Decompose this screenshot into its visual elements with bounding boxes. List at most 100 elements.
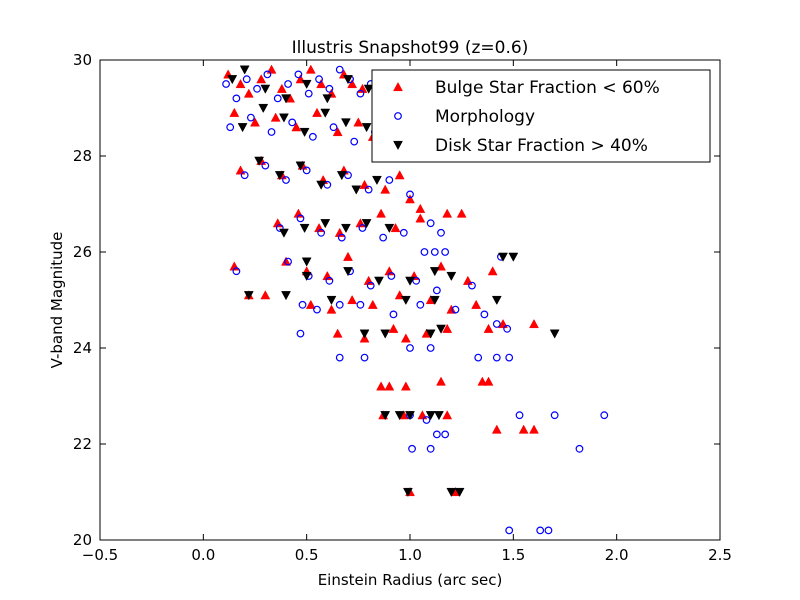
legend-label: Bulge Star Fraction < 60% (435, 78, 660, 98)
data-point (487, 266, 498, 276)
data-point (432, 286, 441, 295)
data-point (575, 444, 584, 453)
data-point (454, 487, 465, 498)
legend-label: Disk Star Fraction > 40% (435, 136, 648, 156)
x-tick-label: −0.5 (82, 546, 118, 564)
data-point (332, 328, 343, 338)
data-point (288, 118, 297, 127)
data-point (274, 171, 285, 181)
data-point (260, 84, 271, 94)
data-point (304, 89, 313, 98)
data-point (229, 107, 240, 117)
data-point (243, 88, 254, 98)
y-tick-label: 22 (73, 435, 92, 453)
data-point (284, 80, 292, 88)
data-point (446, 487, 457, 498)
data-point (508, 252, 519, 262)
data-point (335, 65, 344, 74)
data-point (442, 323, 453, 333)
series-triangle-down (227, 65, 560, 498)
data-point (363, 84, 374, 94)
data-point (222, 80, 230, 88)
y-axis-ticks: 20 22 24 26 28 30 (73, 51, 720, 549)
data-point (341, 118, 351, 128)
y-tick-label: 30 (73, 51, 92, 69)
data-point (415, 213, 426, 223)
data-point (261, 161, 270, 170)
data-point (279, 228, 289, 238)
data-point (343, 267, 353, 277)
data-point (267, 128, 276, 136)
data-point (351, 185, 362, 195)
data-point (281, 256, 291, 266)
y-tick-label: 20 (73, 531, 92, 549)
data-point (279, 113, 289, 123)
data-point (356, 89, 365, 98)
data-point (242, 75, 251, 84)
data-point (299, 223, 310, 234)
legend: Bulge Star Fraction < 60% Morphology Disk … (371, 69, 711, 163)
data-point (515, 411, 524, 420)
data-point (483, 323, 494, 333)
data-point (316, 180, 327, 190)
data-point (237, 123, 248, 133)
data-point (358, 224, 367, 232)
data-point (341, 223, 351, 234)
data-point (320, 108, 331, 118)
data-point (441, 248, 450, 256)
data-point (239, 65, 250, 75)
data-point (235, 78, 246, 89)
data-point (332, 126, 343, 137)
data-point (380, 329, 391, 339)
data-point (491, 424, 502, 434)
data-point (281, 291, 291, 301)
data-point (356, 300, 365, 309)
data-point (436, 324, 446, 334)
data-point (536, 526, 545, 535)
data-point (298, 300, 307, 309)
data-point (442, 208, 453, 218)
data-point (550, 411, 559, 420)
data-point (434, 411, 444, 421)
data-point (282, 176, 290, 184)
data-point (400, 333, 411, 343)
data-point (406, 190, 414, 199)
legend-marker (393, 140, 403, 151)
data-point (313, 305, 321, 314)
data-point (295, 161, 306, 171)
data-point (337, 233, 346, 242)
data-point (317, 228, 326, 237)
data-point (442, 410, 453, 420)
data-point (350, 137, 359, 146)
data-point (226, 123, 235, 132)
data-point (232, 267, 241, 276)
legend-entries: Bulge Star Fraction < 60% Morphology Disk … (393, 78, 660, 156)
data-point (320, 219, 331, 229)
data-point (430, 248, 439, 256)
data-point (301, 257, 312, 267)
data-point (385, 176, 394, 184)
data-point (336, 171, 347, 181)
data-point (441, 430, 450, 439)
data-point (347, 78, 358, 89)
x-axis-ticks: −0.5 0.0 0.5 1.0 1.5 2.0 2.5 (82, 60, 732, 564)
data-point (299, 127, 310, 138)
data-points (222, 64, 609, 535)
data-point (387, 272, 396, 280)
data-point (406, 344, 414, 352)
x-axis-label: Einstein Radius (arc sec) (318, 571, 503, 589)
data-point (232, 94, 241, 103)
data-point (315, 75, 323, 84)
data-point (505, 353, 514, 362)
data-point (227, 75, 238, 85)
data-point (276, 83, 287, 93)
data-point (429, 295, 440, 306)
data-point (366, 281, 375, 290)
data-point (436, 376, 446, 386)
data-point (343, 251, 353, 261)
data-point (294, 70, 303, 79)
data-point (305, 299, 316, 309)
data-point (425, 411, 436, 421)
data-point (405, 276, 415, 286)
